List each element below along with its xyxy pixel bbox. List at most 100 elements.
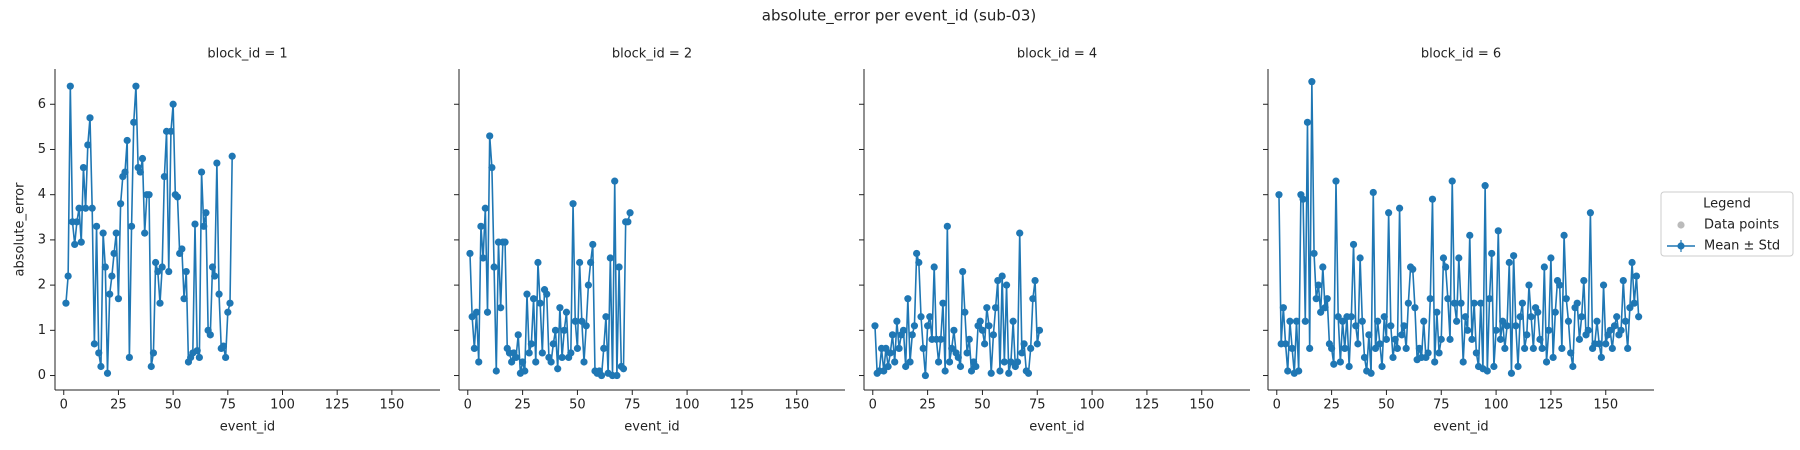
- data-point: [200, 222, 208, 230]
- data-point: [597, 371, 606, 380]
- data-point: [182, 267, 190, 276]
- legend-label: Mean ± Std: [1704, 239, 1780, 254]
- data-point: [108, 272, 116, 280]
- data-point: [488, 163, 496, 172]
- data-point: [1000, 358, 1008, 366]
- data-point: [492, 367, 500, 375]
- data-point: [1512, 322, 1520, 330]
- data-point: [913, 249, 921, 258]
- data-point: [994, 276, 1002, 285]
- data-point: [121, 168, 129, 176]
- data-point: [924, 322, 932, 330]
- data-point: [1521, 344, 1529, 353]
- data-point: [562, 308, 571, 316]
- data-point: [1354, 340, 1362, 348]
- x-axis-label: event_id: [1029, 420, 1084, 435]
- data-point: [1275, 191, 1283, 199]
- data-point: [1402, 344, 1410, 353]
- data-point: [606, 254, 614, 262]
- data-point: [906, 358, 914, 366]
- legend-label: Data points: [1704, 218, 1779, 233]
- data-point: [1389, 353, 1397, 362]
- data-point: [1461, 313, 1469, 321]
- data-point: [1306, 344, 1314, 353]
- data-point: [1523, 331, 1531, 339]
- data-point: [497, 304, 505, 312]
- data-point: [943, 222, 951, 230]
- data-point: [152, 258, 160, 267]
- data-point: [1385, 209, 1393, 217]
- data-point: [521, 367, 529, 375]
- data-point: [1494, 227, 1502, 235]
- x-tick-label: 0: [1273, 398, 1281, 413]
- data-point: [567, 349, 575, 357]
- data-point: [1564, 317, 1573, 325]
- data-point: [90, 340, 98, 348]
- data-point: [1411, 304, 1419, 312]
- data-point: [1628, 258, 1636, 267]
- data-point: [1376, 340, 1384, 348]
- data-point: [1308, 78, 1316, 86]
- legend-marker: [1677, 221, 1685, 229]
- data-point: [1490, 362, 1498, 371]
- data-point: [1312, 295, 1320, 303]
- data-point: [1624, 344, 1632, 353]
- x-tick-label: 100: [1484, 398, 1509, 413]
- data-point: [1330, 360, 1338, 368]
- data-point: [208, 263, 217, 271]
- x-tick-label: 75: [624, 398, 641, 413]
- data-point: [1356, 254, 1364, 262]
- data-point: [1393, 344, 1401, 353]
- data-point: [1575, 335, 1584, 343]
- data-point: [206, 331, 214, 339]
- data-point: [538, 349, 546, 357]
- data-point: [547, 358, 555, 366]
- data-point: [1420, 317, 1428, 325]
- x-tick-label: 100: [1080, 398, 1105, 413]
- data-point: [1606, 326, 1614, 334]
- data-point: [167, 127, 175, 135]
- data-point: [77, 238, 85, 246]
- data-point: [222, 353, 230, 362]
- data-point: [959, 267, 967, 276]
- data-point: [1626, 304, 1634, 312]
- data-point: [569, 200, 577, 208]
- y-tick-label: 1: [38, 323, 46, 338]
- data-point: [602, 313, 610, 321]
- data-point: [902, 362, 910, 371]
- data-point: [1371, 344, 1380, 353]
- data-point: [1551, 308, 1559, 316]
- x-tick-label: 125: [325, 398, 350, 413]
- data-point: [1334, 313, 1342, 321]
- x-tick-label: 0: [464, 398, 472, 413]
- data-point: [956, 362, 965, 371]
- data-point: [1569, 362, 1577, 371]
- data-point: [981, 340, 989, 348]
- data-point: [156, 299, 164, 307]
- data-point: [1483, 367, 1491, 375]
- data-point: [950, 326, 958, 334]
- data-point: [919, 344, 927, 353]
- data-point: [580, 358, 588, 366]
- data-point: [578, 317, 586, 325]
- x-tick-label: 100: [675, 398, 700, 413]
- data-point: [103, 369, 112, 377]
- data-point: [219, 342, 228, 350]
- data-point: [1446, 335, 1454, 343]
- data-point: [1510, 252, 1518, 260]
- data-point: [1367, 369, 1375, 377]
- data-point: [1409, 265, 1417, 273]
- data-point: [1547, 254, 1555, 262]
- x-tick-label: 25: [514, 398, 531, 413]
- data-point: [939, 299, 947, 307]
- data-point: [173, 193, 182, 201]
- data-point: [149, 349, 158, 357]
- data-point: [1468, 335, 1476, 343]
- data-point: [79, 163, 88, 172]
- x-tick-label: 75: [1433, 398, 1450, 413]
- data-point: [886, 349, 894, 357]
- data-point: [1029, 295, 1037, 303]
- data-point: [893, 317, 901, 325]
- data-point: [1332, 177, 1340, 185]
- data-point: [600, 344, 608, 353]
